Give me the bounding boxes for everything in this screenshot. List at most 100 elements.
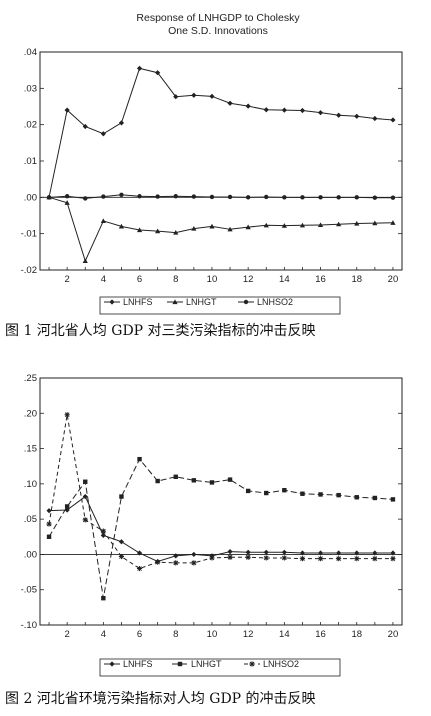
legend-label-lnhfs: LNHFS <box>123 297 153 307</box>
data-point-lnhgt <box>282 488 287 493</box>
data-point-lnhgt <box>336 221 342 227</box>
data-point-lnhfs <box>100 532 106 538</box>
y-tick-label: .10 <box>24 479 37 490</box>
series-line-lnhso2 <box>49 194 393 199</box>
y-tick-label: -.01 <box>21 229 37 240</box>
data-point-lnhso2 <box>83 196 88 201</box>
data-point-lnhso2 <box>46 521 52 527</box>
data-point-lnhgt <box>64 504 70 509</box>
data-point-lnhso2 <box>173 194 178 199</box>
y-tick-label: .05 <box>24 514 37 525</box>
data-point-lnhgt <box>119 494 124 499</box>
data-point-lnhgt <box>82 258 88 263</box>
series-line-lnhfs <box>48 67 393 198</box>
data-point-lnhso2 <box>227 554 233 560</box>
data-point-lnhso2 <box>209 194 215 200</box>
data-point-lnhfs <box>336 112 342 118</box>
data-point-lnhso2 <box>100 528 106 534</box>
data-point-lnhfs <box>173 553 179 559</box>
data-point-lnhso2 <box>101 194 106 199</box>
legend-marker-lnhfs <box>109 661 115 667</box>
legend-box <box>99 296 341 315</box>
chart1-title: Response of LNHGDP to Cholesky <box>136 12 300 24</box>
data-point-lnhso2 <box>119 192 124 197</box>
data-point-lnhfs <box>118 539 125 545</box>
plot-frame <box>39 51 403 271</box>
data-point-lnhfs <box>46 508 52 514</box>
x-tick-label: 14 <box>279 274 290 285</box>
legend-label-lnhfs: LNHFS <box>123 659 153 669</box>
data-point-lnhso2 <box>118 553 125 560</box>
x-tick-label: 12 <box>243 274 254 285</box>
data-point-lnhso2 <box>191 560 197 566</box>
data-point-lnhso2 <box>390 195 396 200</box>
data-point-lnhso2 <box>245 554 251 560</box>
chart1-subtitle: One S.D. Innovations <box>168 25 268 37</box>
data-point-lnhfs <box>354 550 360 556</box>
legend-marker-lnhso2 <box>243 299 249 305</box>
data-point-lnhso2 <box>282 195 287 200</box>
data-point-lnhgt <box>372 495 378 501</box>
data-point-lnhso2 <box>299 556 306 562</box>
data-point-lnhfs <box>336 550 342 556</box>
x-tick-label: 16 <box>315 274 326 285</box>
data-point-lnhgt <box>46 534 52 539</box>
data-point-lnhgt <box>281 223 287 228</box>
legend-box <box>99 658 341 677</box>
data-point-lnhgt <box>155 228 161 234</box>
data-point-lnhfs <box>245 549 251 555</box>
data-point-lnhgt <box>191 478 197 483</box>
data-point-lnhso2 <box>137 194 142 199</box>
x-tick-label: 20 <box>388 629 399 640</box>
legend-marker-lnhso2 <box>249 661 255 667</box>
x-tick-label: 2 <box>65 629 70 640</box>
data-point-lnhgt <box>191 225 197 231</box>
y-tick-label: .01 <box>24 156 37 167</box>
data-point-lnhso2 <box>264 194 269 200</box>
x-tick-label: 16 <box>315 629 326 640</box>
data-point-lnhgt <box>118 223 125 229</box>
data-point-lnhfs <box>227 549 233 555</box>
x-tick-label: 20 <box>388 274 399 285</box>
data-point-lnhfs <box>136 550 143 556</box>
y-tick-label: .04 <box>24 47 37 58</box>
data-point-lnhfs <box>64 107 70 113</box>
legend-label-lnhgt: LNHGT <box>186 297 217 307</box>
data-point-lnhgt <box>100 218 106 224</box>
data-point-lnhfs <box>263 549 269 555</box>
series-line-lnhfs <box>49 495 393 563</box>
data-point-lnhgt <box>173 229 179 235</box>
x-tick-label: 8 <box>173 629 178 640</box>
series-line-lnhgt <box>48 458 393 599</box>
data-point-lnhso2 <box>336 195 341 200</box>
data-point-lnhso2 <box>155 194 160 199</box>
data-point-lnhfs <box>82 123 88 130</box>
chart1-plot: .04 .03 .02 .01 .00 -.01 -.02 2 4 6 8 10 12 14 16 18 20 <box>21 47 403 285</box>
data-point-lnhso2 <box>245 195 251 200</box>
chart2-plot: .25 .20 .15 .10 .05 .00 -.05 -.10 2 4 6 8 10 12 14 16 18… <box>21 373 403 640</box>
data-point-lnhso2 <box>372 195 378 200</box>
y-tick-label: .20 <box>24 408 37 419</box>
x-tick-label: 2 <box>65 274 70 285</box>
x-tick-label: 18 <box>351 274 362 285</box>
data-point-lnhso2 <box>136 565 143 572</box>
data-point-lnhgt <box>354 220 360 226</box>
data-point-lnhfs <box>155 70 161 76</box>
data-point-lnhfs <box>209 93 215 99</box>
data-point-lnhgt <box>209 480 215 485</box>
data-point-lnhgt <box>336 492 341 498</box>
data-point-lnhgt <box>64 200 70 205</box>
data-point-lnhgt <box>136 227 143 233</box>
data-point-lnhso2 <box>336 556 342 562</box>
data-point-lnhso2 <box>263 555 269 561</box>
x-tick-label: 18 <box>351 629 362 640</box>
data-point-lnhgt <box>245 488 251 494</box>
data-point-lnhfs <box>118 120 125 126</box>
chart1-caption: 图 1 河北省人均 GDP 对三类污染指标的冲击反映 <box>5 323 316 339</box>
data-point-lnhgt <box>155 478 160 484</box>
data-point-lnhso2 <box>300 195 305 200</box>
data-point-lnhso2 <box>64 412 70 418</box>
data-point-lnhfs <box>299 107 306 114</box>
data-point-lnhgt <box>264 490 269 496</box>
